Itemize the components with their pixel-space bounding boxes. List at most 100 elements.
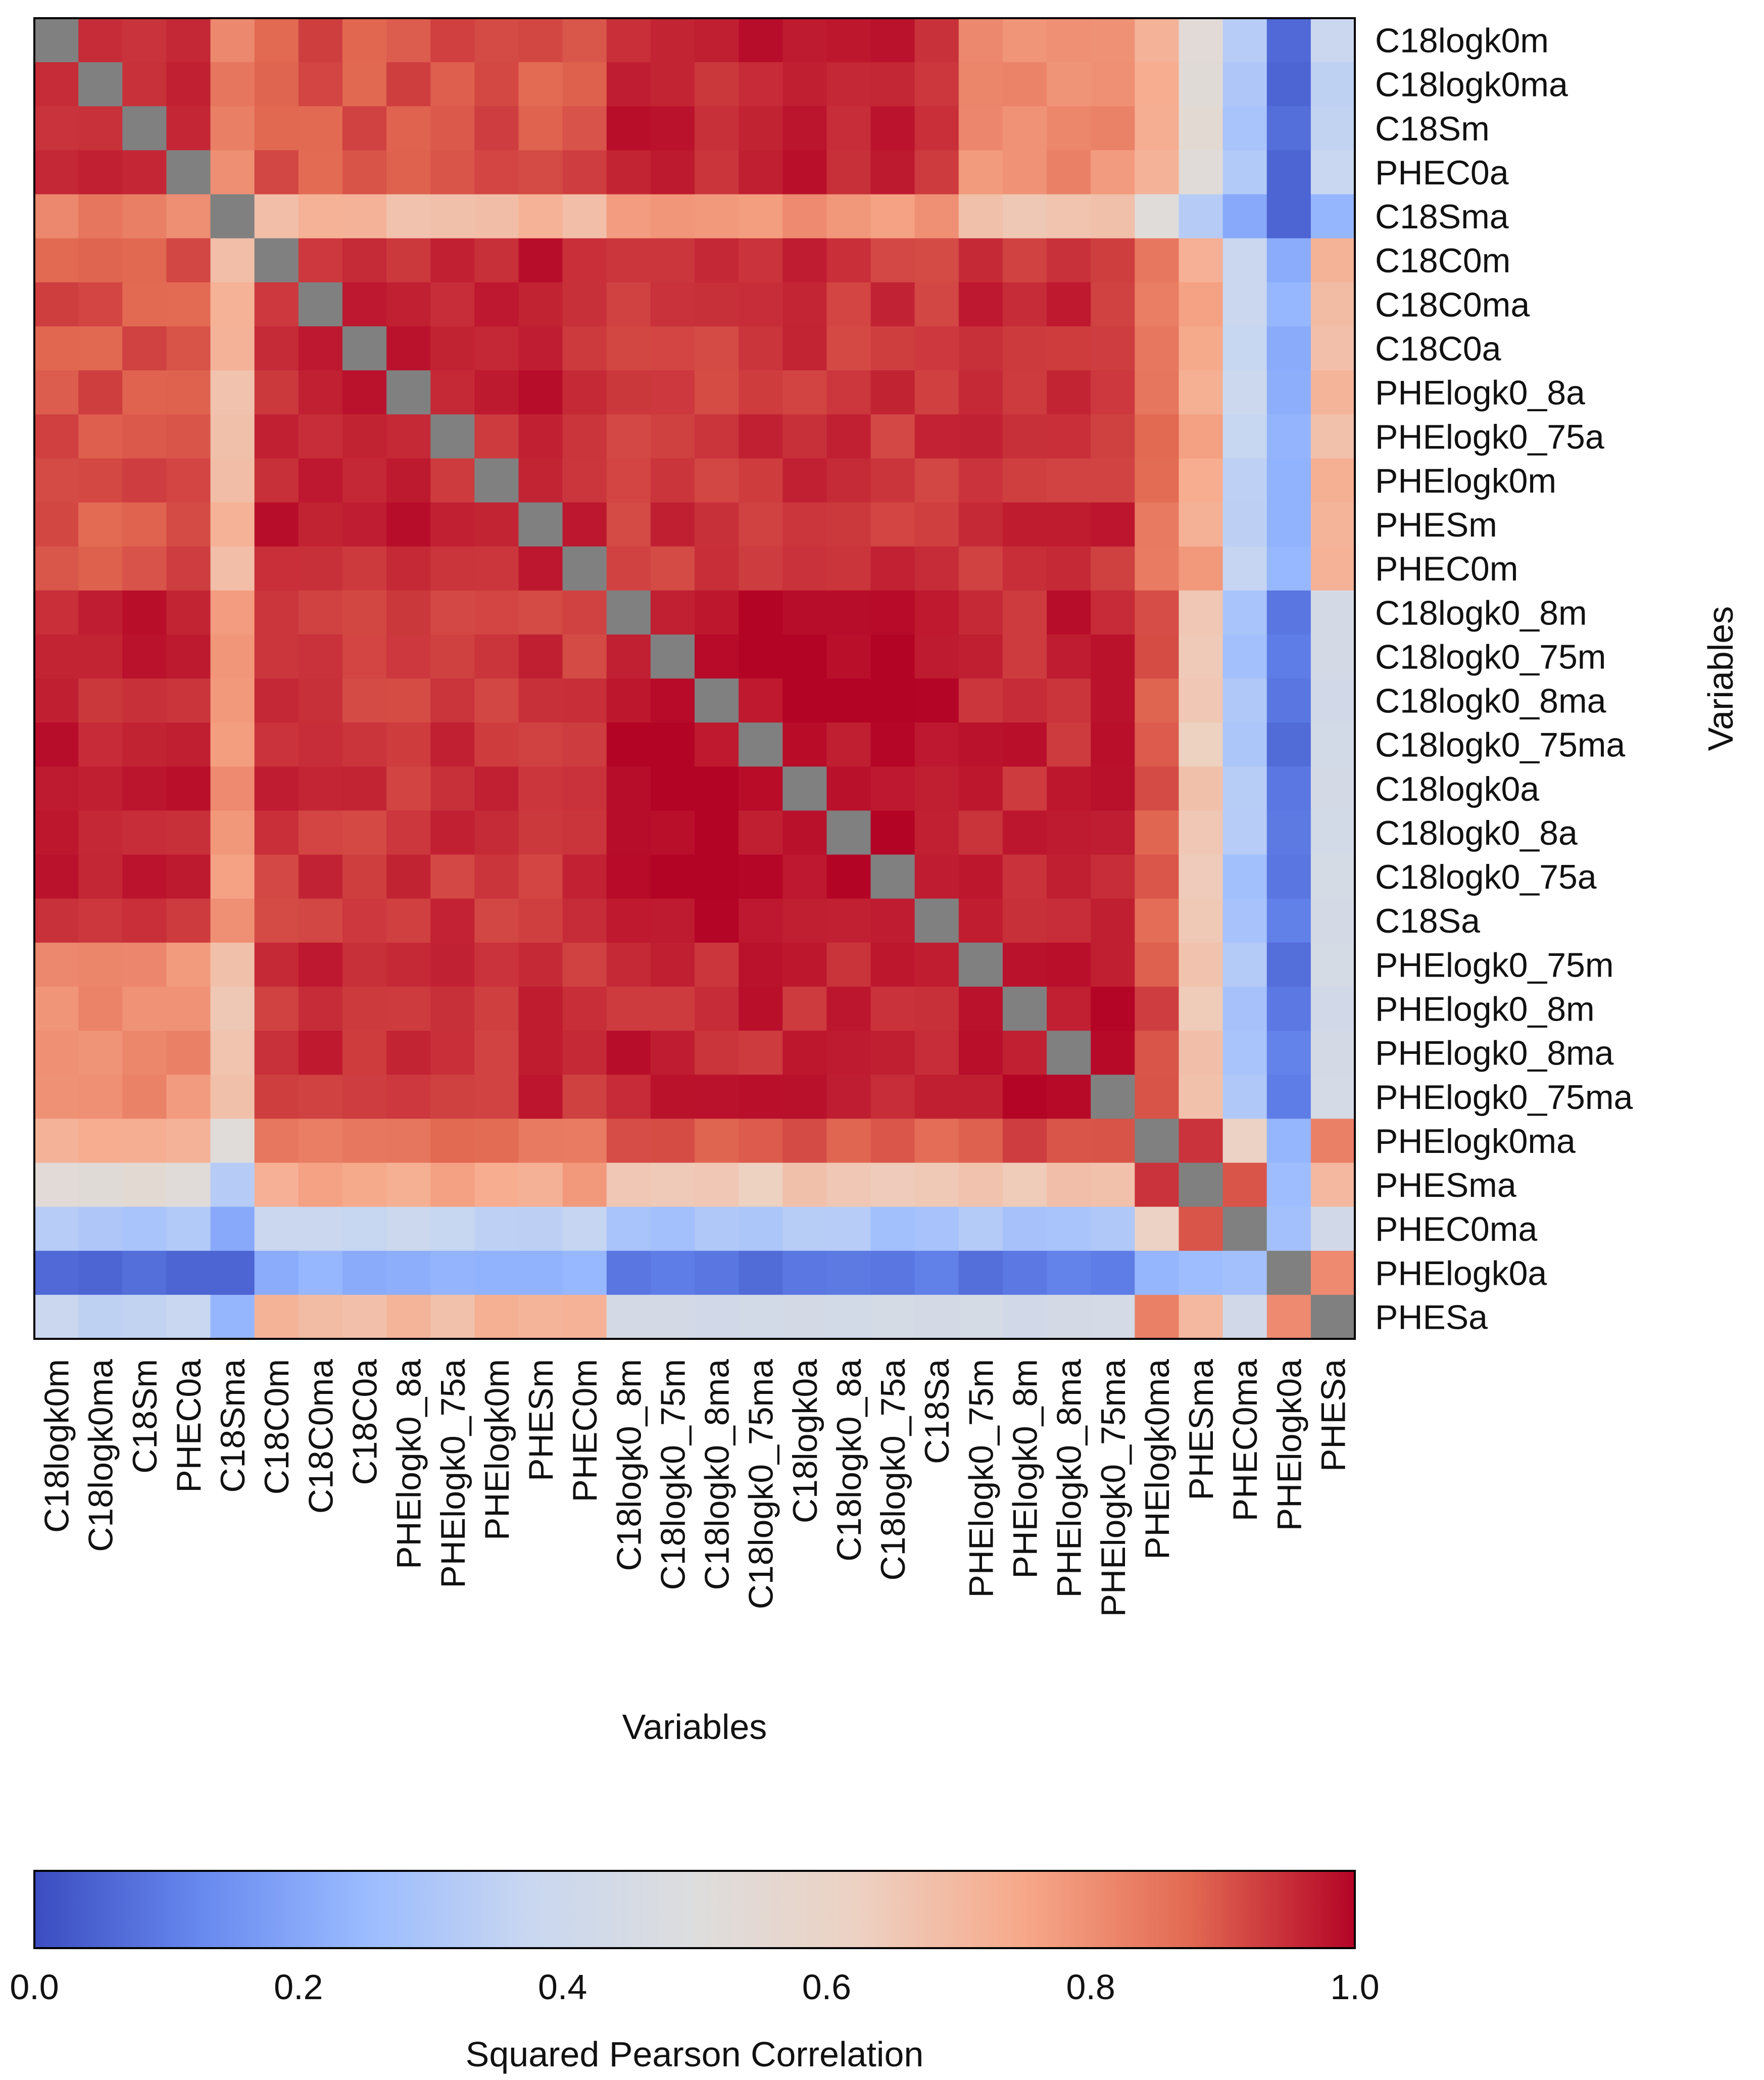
heatmap-cell [1222,194,1267,239]
heatmap-cell [562,810,607,855]
heatmap-cell [166,722,211,767]
heatmap-cell [1310,722,1355,767]
heatmap-cell [1091,986,1135,1031]
heatmap-cell [739,722,783,767]
x-tick-label: PHElogk0_75a [434,1359,472,1588]
heatmap-cell [430,1119,475,1164]
heatmap-cell [518,18,563,63]
heatmap-cell [342,1163,387,1207]
heatmap-cell [342,1294,387,1339]
heatmap-cell [34,986,79,1031]
heatmap-cell [122,150,167,195]
heatmap-cell [650,1250,695,1295]
heatmap-cell [210,62,255,107]
heatmap-cell [122,1206,167,1251]
heatmap-cell [474,18,519,63]
heatmap-cell [1135,634,1180,679]
heatmap-cell [826,679,871,723]
heatmap-cell [1135,194,1180,239]
heatmap-cell [518,986,563,1031]
heatmap-cell [1266,1294,1311,1339]
heatmap-cell [606,679,651,723]
heatmap-cell [78,590,123,635]
heatmap-cell [298,854,343,899]
heatmap-cell [1047,194,1091,239]
heatmap-cell [1222,1075,1267,1119]
heatmap-cell [695,679,739,723]
heatmap-cell [1047,1294,1091,1339]
heatmap-cell [298,1119,343,1164]
heatmap-cell [914,634,959,679]
heatmap-cell [386,854,431,899]
heatmap-cell [254,1294,299,1339]
heatmap-cell [518,766,563,811]
heatmap-cell [342,1206,387,1251]
heatmap-cell [1091,238,1135,283]
heatmap-cell [1047,238,1091,283]
heatmap-cell [870,1119,915,1164]
heatmap-cell [298,942,343,987]
heatmap-cell [254,766,299,811]
heatmap-cell [1310,1163,1355,1207]
heatmap-cell [1047,150,1091,195]
y-tick-label: PHElogk0m [1375,462,1556,500]
heatmap-cell [914,722,959,767]
x-tick-label: PHElogk0_8m [1006,1359,1045,1579]
heatmap-cell [298,898,343,943]
heatmap-cell [430,282,475,327]
heatmap-cell [782,1294,827,1339]
heatmap-cell [342,502,387,547]
heatmap-cell [342,1075,387,1119]
heatmap-cell [298,766,343,811]
heatmap-cell [826,942,871,987]
heatmap-cell [1135,942,1180,987]
heatmap-cell [826,1119,871,1164]
heatmap-cell [386,766,431,811]
heatmap-cell [386,898,431,943]
heatmap-cell [695,854,739,899]
heatmap-cell [958,679,1003,723]
heatmap-cell [78,854,123,899]
heatmap-cell [562,898,607,943]
heatmap-cell [1266,458,1311,503]
heatmap-cell [254,590,299,635]
heatmap-cell [914,942,959,987]
heatmap-cell [782,106,827,151]
heatmap-cell [562,722,607,767]
heatmap-cell [739,458,783,503]
heatmap-cell [254,942,299,987]
heatmap-cell [298,414,343,459]
heatmap-cell [1310,854,1355,899]
heatmap-cell [1266,854,1311,899]
heatmap-cell [782,546,827,591]
x-tick-label: PHElogk0_8a [390,1359,428,1569]
heatmap-cell [254,1163,299,1207]
heatmap-cell [1135,1294,1180,1339]
x-tick-label: PHElogk0m [478,1359,516,1540]
heatmap-cell [298,590,343,635]
heatmap-cell [518,194,563,239]
heatmap-cell [34,458,79,503]
heatmap-cell [958,370,1003,415]
heatmap-cell [782,942,827,987]
heatmap-cell [1135,18,1180,63]
heatmap-cell [914,502,959,547]
heatmap-cell [298,810,343,855]
heatmap-cell [1310,766,1355,811]
y-tick-label: C18logk0_75ma [1375,726,1625,764]
heatmap-cell [695,106,739,151]
heatmap-cell [782,1031,827,1075]
x-tick-label: C18C0a [346,1359,384,1485]
heatmap-cell [739,1075,783,1119]
heatmap-cell [650,1119,695,1164]
heatmap-cell [474,1250,519,1295]
heatmap-cell [958,282,1003,327]
heatmap-cell [1179,1119,1223,1164]
heatmap-cell [430,634,475,679]
heatmap-cell [606,326,651,371]
heatmap-cell [474,810,519,855]
heatmap-cell [1222,942,1267,987]
heatmap-cell [1047,1075,1091,1119]
heatmap-cell [1266,898,1311,943]
heatmap-cell [739,1031,783,1075]
